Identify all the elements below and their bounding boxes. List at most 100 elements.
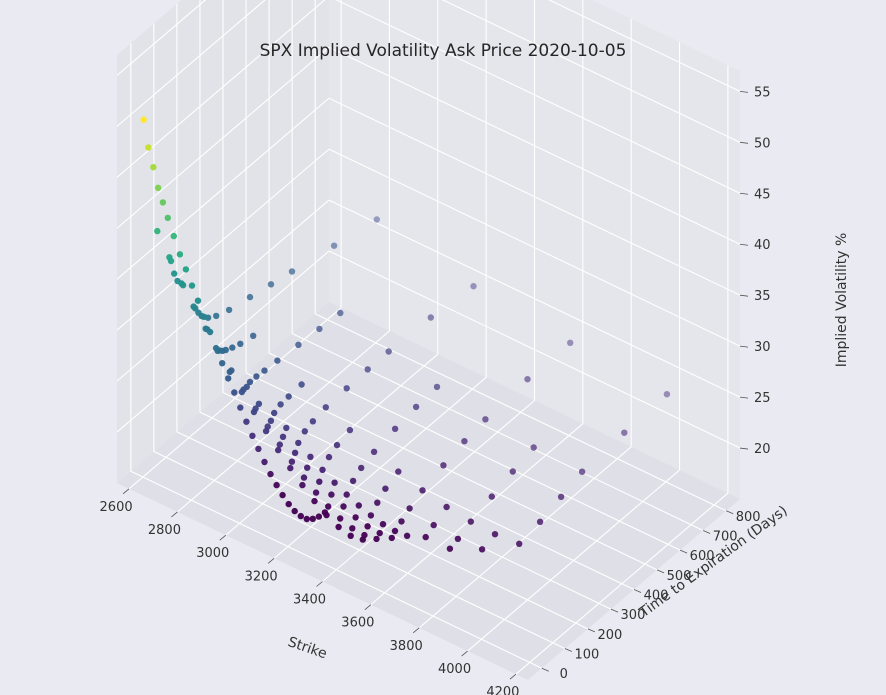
y-tick-mark	[564, 648, 573, 652]
data-point	[367, 512, 375, 519]
data-point	[219, 360, 226, 367]
y-tick-mark	[656, 569, 665, 574]
x-tick-mark	[171, 511, 178, 518]
x-tick-label: 2800	[148, 523, 181, 538]
grid-line	[153, 451, 566, 650]
y-tick-mark	[633, 589, 642, 593]
data-point	[246, 378, 254, 386]
chart-title: SPX Implied Volatility Ask Price 2020-10…	[260, 41, 627, 61]
data-point	[311, 497, 318, 505]
data-point	[321, 509, 329, 516]
data-point	[140, 116, 147, 123]
data-point	[295, 341, 302, 348]
data-point	[299, 481, 306, 489]
data-point	[243, 418, 250, 425]
data-point	[309, 418, 317, 425]
data-point	[385, 348, 392, 355]
data-point	[322, 404, 329, 411]
data-point	[391, 425, 399, 432]
data-point	[461, 438, 468, 445]
data-point	[337, 515, 344, 522]
grid-line	[548, 0, 741, 92]
grid-line	[328, 97, 741, 296]
data-point	[237, 340, 244, 347]
data-point	[315, 513, 323, 520]
grid-line	[222, 392, 635, 590]
grid-line	[116, 0, 326, 178]
data-point	[663, 391, 671, 398]
data-point	[478, 546, 486, 553]
data-point	[212, 344, 220, 352]
data-point	[330, 242, 338, 249]
data-point	[274, 357, 281, 364]
data-point	[412, 403, 420, 411]
y-tick-label: 100	[574, 648, 599, 663]
z-tick-label: 25	[754, 391, 771, 406]
data-point	[430, 521, 437, 529]
data-point	[261, 367, 268, 374]
data-point	[382, 485, 389, 492]
data-point	[376, 529, 383, 537]
y-tick-label: 400	[644, 589, 669, 604]
x-tick-label: 3400	[293, 593, 326, 608]
data-point	[509, 468, 516, 475]
data-point	[331, 479, 338, 486]
y-tick-mark	[587, 628, 596, 633]
data-point	[303, 515, 310, 523]
data-point	[403, 532, 411, 539]
data-point	[271, 409, 278, 417]
data-point	[277, 401, 284, 408]
data-point	[446, 545, 454, 552]
x-tick-mark	[461, 650, 468, 657]
data-point	[171, 270, 178, 277]
data-point	[355, 502, 362, 509]
data-point	[178, 280, 185, 287]
x-tick-mark	[316, 581, 323, 587]
data-point	[195, 309, 202, 316]
x-tick-label: 2600	[100, 500, 133, 515]
z-tick-label: 30	[754, 340, 771, 355]
data-point	[335, 523, 342, 531]
data-point	[347, 532, 354, 539]
y-tick-label: 700	[713, 529, 738, 544]
grid-line	[199, 411, 612, 610]
x-tick-mark	[219, 534, 227, 541]
data-point	[225, 375, 232, 382]
grid-line	[176, 431, 589, 630]
y-tick-label: 0	[560, 667, 568, 682]
y-tick-label: 200	[597, 628, 622, 643]
grid-line	[116, 199, 330, 382]
grid-lines	[116, 0, 741, 675]
grid-line	[116, 97, 330, 280]
data-point	[307, 453, 314, 460]
data-point	[419, 487, 426, 494]
data-point	[291, 449, 299, 456]
x-tick-label: 3600	[341, 616, 374, 631]
y-tick-label: 500	[667, 569, 692, 584]
data-point	[298, 381, 305, 388]
data-point	[491, 531, 499, 538]
data-point	[349, 525, 356, 532]
data-point	[200, 313, 208, 320]
x-tick-mark	[122, 488, 130, 495]
data-point	[262, 427, 270, 435]
grid-line	[335, 0, 741, 194]
data-point	[150, 164, 157, 171]
data-point	[388, 534, 395, 542]
grid-line	[116, 46, 330, 229]
data-point	[467, 518, 474, 525]
data-point	[188, 282, 196, 289]
data-point	[287, 464, 294, 472]
data-point	[288, 268, 296, 275]
data-point	[343, 385, 350, 392]
data-point	[255, 445, 262, 453]
data-point	[267, 417, 275, 424]
data-point	[325, 453, 333, 461]
data-point	[516, 540, 523, 547]
axis-tick-labels: 2600 2800 3000 3200 3400 3600 3800 4000 4200 0 100…	[100, 85, 771, 695]
data-point	[443, 503, 450, 511]
grid-line	[314, 313, 727, 512]
data-point	[536, 518, 544, 525]
x-tick-mark	[412, 627, 420, 634]
data-point	[301, 428, 308, 435]
